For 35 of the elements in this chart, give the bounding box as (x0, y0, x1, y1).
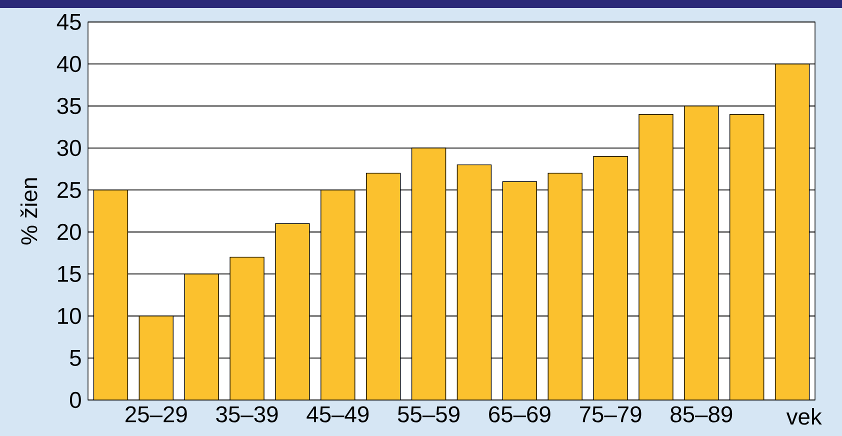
x-tick-label: 55–59 (398, 406, 460, 422)
x-tick-label: 85–89 (670, 406, 732, 422)
bar (684, 106, 718, 400)
x-axis-title: vek (786, 408, 822, 425)
y-tick-label: 0 (70, 392, 81, 408)
x-tick-label: 45–49 (306, 406, 369, 422)
x-tick-label: 35–39 (216, 406, 278, 422)
y-axis-title: % žien (20, 178, 38, 244)
y-tick-label: 20 (58, 224, 81, 240)
y-tick-label: 10 (58, 308, 81, 324)
y-tick-label: 35 (57, 98, 81, 114)
bar (275, 224, 310, 400)
y-tick-label: 5 (70, 350, 81, 366)
y-tick-label: 40 (56, 56, 81, 72)
bar (139, 316, 174, 400)
bar (230, 257, 264, 400)
x-tick-label: 65–69 (489, 406, 550, 422)
bar (548, 173, 582, 400)
y-tick-label: 15 (58, 266, 81, 282)
bar (320, 190, 355, 400)
bar (594, 156, 628, 400)
bar (730, 114, 764, 400)
bar (366, 173, 400, 400)
y-tick-label: 30 (57, 140, 81, 156)
x-tick-label: 75–79 (580, 406, 642, 422)
y-tick-label: 25 (58, 182, 81, 198)
bar (638, 114, 673, 400)
bar (457, 164, 492, 400)
x-tick-label: 25–29 (126, 406, 187, 422)
y-tick-label: 45 (56, 14, 81, 30)
bar (502, 182, 537, 400)
bar (184, 274, 219, 400)
bar (774, 64, 810, 400)
bar (412, 148, 446, 400)
bar (94, 190, 128, 400)
